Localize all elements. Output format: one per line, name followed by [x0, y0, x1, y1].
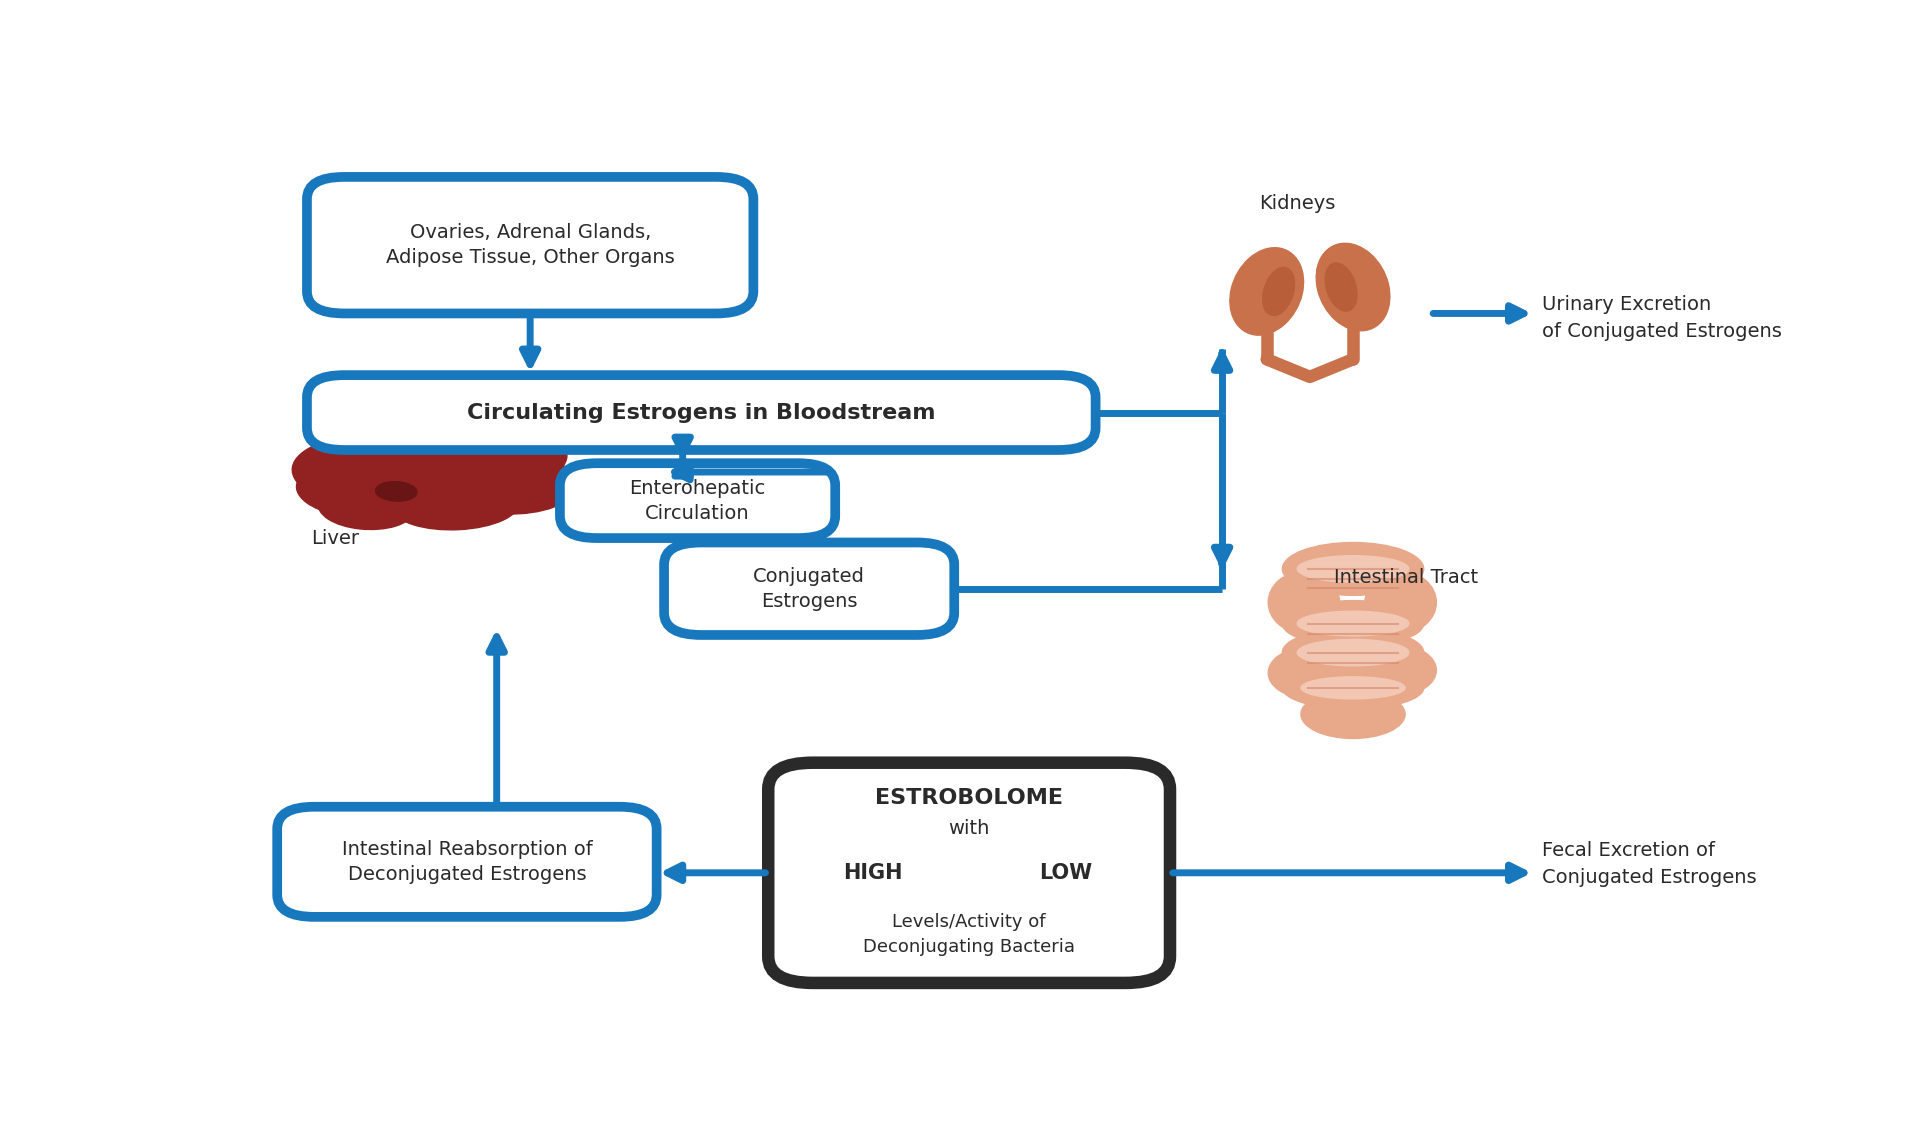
Ellipse shape — [1231, 248, 1304, 335]
Ellipse shape — [451, 456, 578, 514]
Text: Ovaries, Adrenal Glands,
Adipose Tissue, Other Organs: Ovaries, Adrenal Glands, Adipose Tissue,… — [386, 223, 674, 268]
FancyBboxPatch shape — [768, 763, 1169, 983]
Text: Fecal Excretion of
Conjugated Estrogens: Fecal Excretion of Conjugated Estrogens — [1542, 841, 1757, 887]
Ellipse shape — [394, 482, 518, 530]
FancyBboxPatch shape — [307, 177, 753, 313]
Ellipse shape — [1365, 646, 1436, 694]
Text: Kidneys: Kidneys — [1260, 193, 1336, 213]
Ellipse shape — [376, 482, 417, 501]
Text: Enterohepatic
Circulation: Enterohepatic Circulation — [630, 478, 766, 523]
FancyBboxPatch shape — [307, 375, 1096, 450]
Text: with: with — [948, 819, 991, 839]
Ellipse shape — [1365, 572, 1436, 634]
FancyBboxPatch shape — [664, 542, 954, 635]
Ellipse shape — [292, 435, 470, 509]
Ellipse shape — [1302, 677, 1405, 699]
Ellipse shape — [1283, 601, 1425, 646]
Ellipse shape — [1269, 572, 1340, 634]
Text: Liver: Liver — [311, 529, 359, 548]
Text: Intestinal Reabsorption of
Deconjugated Estrogens: Intestinal Reabsorption of Deconjugated … — [342, 840, 591, 884]
Ellipse shape — [403, 424, 566, 493]
Text: LOW: LOW — [1039, 863, 1092, 883]
Ellipse shape — [1298, 639, 1409, 666]
Ellipse shape — [1298, 556, 1409, 582]
Text: Conjugated
Estrogens: Conjugated Estrogens — [753, 566, 866, 611]
Text: Urinary Excretion
of Conjugated Estrogens: Urinary Excretion of Conjugated Estrogen… — [1542, 295, 1782, 341]
Text: Circulating Estrogens in Bloodstream: Circulating Estrogens in Bloodstream — [467, 403, 935, 422]
Ellipse shape — [1325, 263, 1357, 311]
Ellipse shape — [1283, 628, 1425, 677]
Text: HIGH: HIGH — [843, 863, 902, 883]
FancyBboxPatch shape — [276, 807, 657, 916]
Ellipse shape — [1302, 690, 1405, 739]
Text: Levels/Activity of
Deconjugating Bacteria: Levels/Activity of Deconjugating Bacteri… — [864, 913, 1075, 956]
Ellipse shape — [1263, 268, 1294, 316]
Text: Intestinal Tract: Intestinal Tract — [1334, 569, 1478, 587]
Ellipse shape — [1298, 611, 1409, 636]
FancyBboxPatch shape — [561, 463, 835, 538]
Text: ESTROBOLOME: ESTROBOLOME — [876, 788, 1064, 808]
Ellipse shape — [1317, 244, 1390, 331]
Ellipse shape — [1269, 649, 1340, 697]
Ellipse shape — [319, 485, 415, 530]
Ellipse shape — [296, 462, 407, 517]
Ellipse shape — [359, 454, 507, 516]
Ellipse shape — [1283, 667, 1425, 709]
Ellipse shape — [1283, 542, 1425, 595]
